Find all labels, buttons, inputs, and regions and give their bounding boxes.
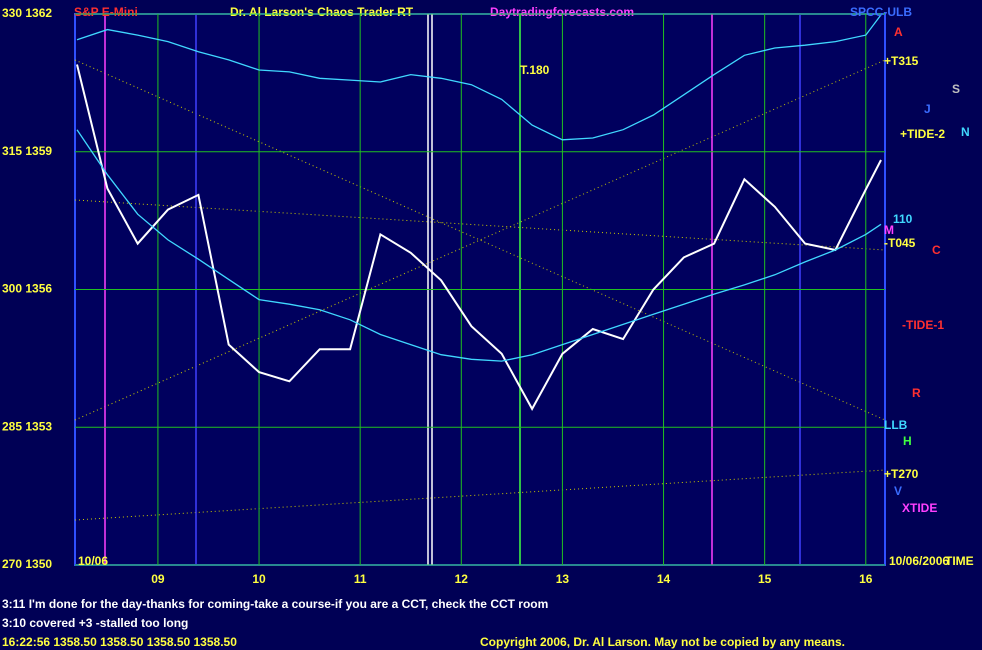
x-tick-label: 13: [556, 572, 570, 586]
annotation: R: [912, 386, 921, 400]
annotation: J: [924, 102, 931, 116]
x-tick-label: 12: [455, 572, 469, 586]
annotation: 10/06: [78, 554, 108, 568]
annotation: LLB: [884, 418, 908, 432]
annotation: -T045: [884, 236, 916, 250]
annotation: H: [903, 434, 912, 448]
decor-lines: [74, 59, 886, 521]
annotation: M: [884, 223, 894, 237]
annotation: N: [961, 125, 970, 139]
quote: 16:22:56 1358.50 1358.50 1358.50 1358.50: [2, 635, 237, 649]
decor-line: [74, 199, 886, 251]
annotation: C: [932, 243, 941, 257]
message: 3:10 covered +3 -stalled too long: [2, 616, 188, 630]
y-tick-label: 330 1362: [2, 6, 52, 20]
copyright: Copyright 2006, Dr. Al Larson. May not b…: [480, 635, 845, 649]
y-tick-label: 285 1353: [2, 419, 52, 433]
annotation: XTIDE: [902, 501, 937, 515]
y-tick-label: 270 1350: [2, 557, 52, 571]
message: 3:11 I'm done for the day-thanks for com…: [2, 597, 548, 611]
x-tick-label: 16: [859, 572, 873, 586]
annotation: -TIDE-1: [902, 318, 944, 332]
annotation: +T270: [884, 467, 919, 481]
annotation: +T315: [884, 54, 919, 68]
annotation: A: [894, 25, 903, 39]
annotation: V: [894, 484, 902, 498]
subtitle: S&P E-Mini: [74, 5, 138, 19]
title: Dr. Al Larson's Chaos Trader RT: [230, 5, 414, 19]
x-tick-label: 09: [151, 572, 165, 586]
x-tick-label: 15: [758, 572, 772, 586]
annotation: 10/06/2006: [889, 554, 949, 568]
annotation: S: [952, 82, 960, 96]
y-tick-label: 300 1356: [2, 282, 52, 296]
site: Daytradingforecasts.com: [490, 5, 634, 19]
series-line: [76, 129, 882, 362]
annotation: SPCC-ULB: [850, 5, 912, 19]
series-line: [76, 14, 882, 141]
annotation: 110: [893, 212, 913, 226]
y-tick-label: 315 1359: [2, 144, 52, 158]
annotation: TIME: [945, 554, 974, 568]
x-tick-label: 10: [252, 572, 266, 586]
x-tick-label: 11: [354, 572, 367, 586]
annotation: +TIDE-2: [900, 127, 945, 141]
annotation: T.180: [520, 63, 550, 77]
decor-line: [74, 469, 886, 521]
x-tick-label: 14: [657, 572, 671, 586]
